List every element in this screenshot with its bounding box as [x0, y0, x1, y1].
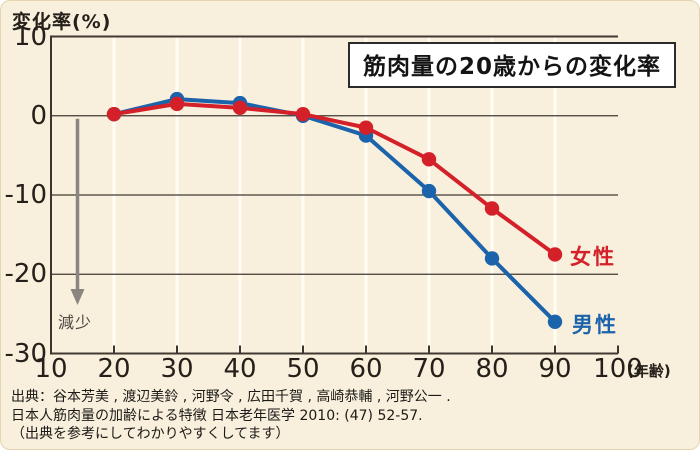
source-line-3: （出典を参考にしてわかりやすくしてます） — [11, 426, 290, 442]
source-line-2: 日本人筋肉量の加齢による特徴 日本老年医学 2010: (47) 52-57. — [11, 407, 423, 424]
decrease-arrow-head — [70, 289, 85, 305]
x-tick-label: 30 — [160, 354, 194, 384]
x-tick-label: 70 — [412, 354, 446, 384]
x-tick-label: 20 — [97, 354, 131, 384]
decrease-arrow-label: 減少 — [58, 313, 93, 332]
x-tick-label: 100 — [593, 354, 643, 384]
data-point-女性-70 — [421, 152, 437, 167]
x-tick-label: 10 — [34, 354, 68, 384]
y-axis-title: 変化率(%) — [12, 11, 112, 33]
series-line-女性 — [113, 101, 557, 257]
data-point-男性-70 — [421, 183, 437, 199]
series-line-男性 — [113, 97, 557, 324]
y-tick-label: -30 — [4, 338, 47, 369]
legend-label-male: 男性 — [572, 312, 618, 337]
legend-label-female: 女性 — [570, 245, 616, 270]
chart-title: 筋肉量の20歳からの変化率 — [363, 54, 662, 80]
y-tick-label: 10 — [13, 21, 47, 52]
x-axis-unit-label: (年齢) — [627, 362, 671, 380]
source-citation: 出典：谷本芳美 , 渡辺美鈴 , 河野令 , 広田千賀 , 高崎恭輔 , 河野公… — [11, 388, 451, 444]
y-tick-label: -20 — [4, 259, 47, 290]
data-point-女性-90 — [547, 247, 563, 262]
data-point-男性-90 — [547, 314, 563, 329]
data-point-女性-30 — [169, 96, 185, 112]
data-point-女性-40 — [232, 100, 248, 116]
data-point-女性-50 — [295, 106, 311, 122]
x-tick-label: 40 — [223, 354, 257, 384]
data-point-女性-60 — [358, 120, 374, 135]
x-tick-label: 60 — [349, 354, 383, 384]
y-tick-label: 0 — [30, 100, 47, 131]
source-line-1: 出典：谷本芳美 , 渡辺美鈴 , 河野令 , 広田千賀 , 高崎恭輔 , 河野公… — [11, 389, 451, 405]
x-tick-label: 90 — [538, 354, 572, 384]
data-point-男性-80 — [484, 251, 500, 266]
chart-title-box: 筋肉量の20歳からの変化率 — [348, 42, 677, 88]
data-point-女性-80 — [484, 201, 500, 216]
x-tick-label: 50 — [286, 354, 320, 384]
y-tick-label: -10 — [4, 180, 47, 210]
data-point-女性-20 — [106, 106, 122, 122]
x-tick-label: 80 — [475, 354, 509, 384]
